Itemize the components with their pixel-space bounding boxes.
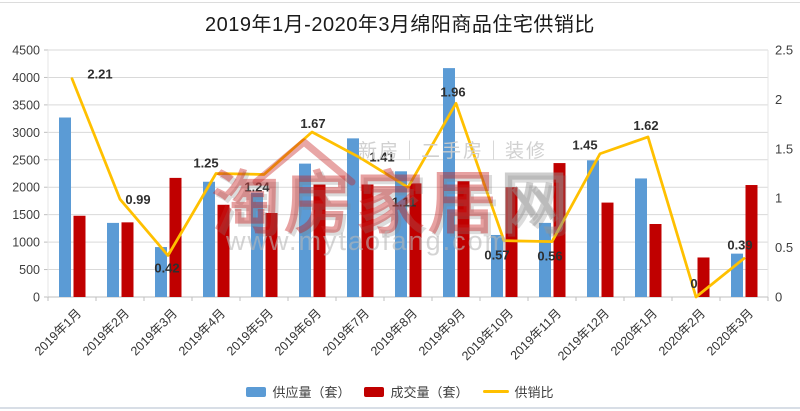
deal-bar <box>265 213 278 297</box>
ratio-data-label: 0.99 <box>125 192 150 207</box>
right-axis-label: 2.5 <box>775 43 793 58</box>
deal-bar <box>73 215 86 297</box>
left-axis-label: 1500 <box>12 208 40 222</box>
x-axis-category-label: 2019年12月 <box>555 306 612 363</box>
supply-bar <box>491 234 503 297</box>
right-axis-label: 0 <box>775 290 782 305</box>
supply-bar <box>203 181 215 297</box>
supply-bar <box>299 163 311 297</box>
deal-bar <box>457 181 470 297</box>
bottom-border-line <box>0 407 800 409</box>
supply-bar <box>395 171 407 297</box>
chart-title: 2019年1月-2020年3月绵阳商品住宅供销比 <box>205 14 595 36</box>
x-axis-category-label: 2019年6月 <box>272 306 324 358</box>
supply-swatch-icon <box>246 386 267 397</box>
left-axis-label: 1000 <box>12 236 40 250</box>
ratio-data-label: 1.11 <box>392 194 417 209</box>
x-axis-category-label: 2019年3月 <box>128 306 180 358</box>
x-axis-category-label: 2020年2月 <box>656 306 708 358</box>
legend-deal-label: 成交量（套） <box>390 385 469 400</box>
x-axis-category-label: 2019年1月 <box>32 306 84 358</box>
ratio-data-label: 0.56 <box>537 249 562 264</box>
x-axis-category-label: 2019年4月 <box>176 306 228 358</box>
left-axis-label: 2000 <box>12 181 40 195</box>
ratio-data-label: 1.25 <box>193 156 218 171</box>
deal-bar <box>121 222 134 297</box>
supply-bar <box>731 253 743 297</box>
deal-swatch-icon <box>364 386 385 397</box>
ratio-data-label: 0 <box>690 276 697 291</box>
ratio-data-label: 1.24 <box>244 179 270 194</box>
left-axis-label: 0 <box>33 291 40 305</box>
chart-legend: 供应量（套） 成交量（套） 供销比 <box>0 382 800 401</box>
left-axis-label: 3000 <box>12 126 40 140</box>
ratio-data-label: 2.21 <box>87 67 112 82</box>
ratio-data-label: 1.62 <box>633 118 658 133</box>
supply-bar <box>107 222 119 297</box>
top-border-line <box>0 2 800 3</box>
x-axis-category-label: 2019年5月 <box>224 306 276 358</box>
supply-bar <box>59 117 71 297</box>
right-axis-label: 0.5 <box>775 240 793 255</box>
supply-bar <box>251 192 263 297</box>
legend-ratio-label: 供销比 <box>514 385 554 400</box>
left-axis-label: 2500 <box>12 153 40 167</box>
supply-bar <box>347 138 359 297</box>
deal-bar <box>745 185 758 297</box>
supply-bar <box>443 68 455 297</box>
left-axis-label: 500 <box>19 263 40 277</box>
legend-item-supply: 供应量（套） <box>246 382 350 401</box>
ratio-data-label: 0.42 <box>154 261 179 276</box>
x-axis-category-label: 2019年2月 <box>80 306 132 358</box>
right-axis-label: 1 <box>775 191 782 206</box>
deal-bar <box>313 184 326 297</box>
legend-item-ratio: 供销比 <box>482 382 554 401</box>
deal-bar <box>217 204 230 297</box>
supply-bar <box>635 178 647 297</box>
right-axis-label: 2 <box>775 92 782 107</box>
supply-bar <box>155 247 167 297</box>
x-axis-category-label: 2019年8月 <box>368 306 420 358</box>
left-axis-label: 4500 <box>12 44 40 58</box>
ratio-data-label: 1.45 <box>572 138 597 153</box>
ratio-data-label: 0.39 <box>727 237 752 252</box>
x-axis-category-label: 2019年7月 <box>320 306 372 358</box>
legend-supply-label: 供应量（套） <box>272 385 351 400</box>
left-axis-label: 3500 <box>12 98 40 112</box>
ratio-line-swatch-icon <box>482 390 509 393</box>
deal-bar <box>601 202 614 297</box>
ratio-line <box>70 77 746 299</box>
ratio-data-label: 1.96 <box>440 84 465 99</box>
ratio-data-label: 1.67 <box>300 116 325 131</box>
deal-bar <box>409 183 422 297</box>
deal-bar <box>649 223 662 297</box>
supply-bar <box>587 160 599 297</box>
ratio-data-label: 1.41 <box>369 150 394 165</box>
left-axis-label: 4000 <box>12 71 40 85</box>
deal-bar <box>361 184 374 297</box>
x-axis-category-label: 2019年10月 <box>459 306 516 363</box>
deal-bar <box>169 177 182 297</box>
legend-item-deal: 成交量（套） <box>364 382 469 401</box>
x-axis-category-label: 2019年9月 <box>416 306 468 358</box>
ratio-data-label: 0.57 <box>484 248 509 263</box>
x-axis-category-label: 2020年1月 <box>608 306 660 358</box>
right-axis-label: 1.5 <box>775 141 793 156</box>
x-axis-category-label: 2020年3月 <box>704 306 756 358</box>
